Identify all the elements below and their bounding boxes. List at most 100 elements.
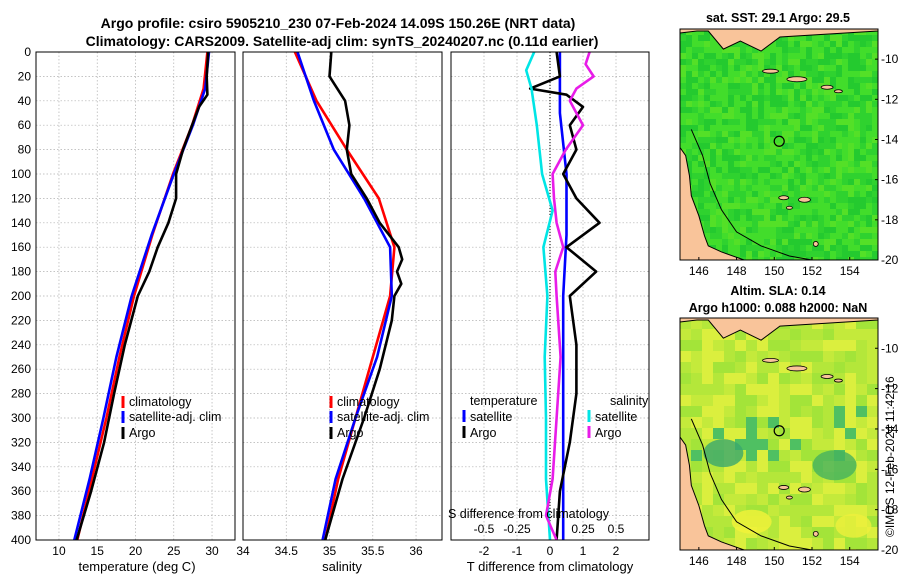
field-cell — [800, 41, 806, 47]
field-cell — [698, 209, 704, 215]
field-cell — [764, 251, 770, 257]
field-cell — [801, 351, 812, 362]
field-cell — [800, 101, 806, 107]
field-cell — [818, 227, 824, 233]
field-cell — [722, 77, 728, 83]
field-cell — [790, 549, 801, 550]
field-cell — [704, 179, 710, 185]
field-cell — [830, 179, 836, 185]
field-cell — [782, 257, 788, 260]
field-cell — [722, 89, 728, 95]
field-cell — [790, 461, 801, 472]
field-cell — [716, 107, 722, 113]
field-cell — [836, 191, 842, 197]
field-cell — [842, 197, 848, 203]
field-cell — [824, 173, 830, 179]
field-cell — [800, 143, 806, 149]
field-cell — [776, 125, 782, 131]
field-cell — [698, 155, 704, 161]
field-cell — [764, 161, 770, 167]
field-cell — [788, 191, 794, 197]
field-cell — [830, 167, 836, 173]
field-cell — [794, 119, 800, 125]
field-cell — [866, 203, 872, 209]
y-tick-label: 220 — [11, 313, 31, 327]
field-cell — [818, 179, 824, 185]
field-cell — [692, 137, 698, 143]
field-cell — [782, 233, 788, 239]
field-cell — [845, 395, 856, 406]
field-cell — [867, 318, 878, 329]
y-tick-label: 360 — [11, 484, 31, 498]
field-cell — [710, 53, 716, 59]
field-cell — [758, 113, 764, 119]
field-cell — [812, 131, 818, 137]
field-cell — [752, 245, 758, 251]
field-cell — [752, 89, 758, 95]
field-cell — [728, 113, 734, 119]
field-cell — [728, 233, 734, 239]
field-cell — [713, 516, 724, 527]
field-cell — [836, 47, 842, 53]
field-cell — [734, 107, 740, 113]
field-cell — [867, 439, 878, 450]
map-y-tick-label: -10 — [881, 341, 899, 355]
field-cell — [860, 191, 866, 197]
field-cell — [716, 221, 722, 227]
field-cell — [842, 131, 848, 137]
field-cell — [818, 215, 824, 221]
field-cell — [734, 77, 740, 83]
field-cell — [854, 221, 860, 227]
field-cell — [854, 47, 860, 53]
field-cell — [782, 173, 788, 179]
field-cell — [842, 203, 848, 209]
field-cell — [691, 329, 702, 340]
field-cell — [800, 149, 806, 155]
field-cell — [788, 197, 794, 203]
field-cell — [842, 101, 848, 107]
field-cell — [824, 125, 830, 131]
field-cell — [752, 221, 758, 227]
field-cell — [757, 417, 768, 428]
field-cell — [746, 538, 757, 549]
field-cell — [746, 384, 757, 395]
field-cell — [716, 125, 722, 131]
field-cell — [704, 161, 710, 167]
field-cell — [866, 209, 872, 215]
field-cell — [710, 95, 716, 101]
field-cell — [866, 149, 872, 155]
field-cell — [872, 47, 878, 53]
field-cell — [867, 527, 878, 538]
field-cell — [734, 41, 740, 47]
field-cell — [872, 251, 878, 257]
field-cell — [872, 89, 878, 95]
field-cell — [856, 417, 867, 428]
field-cell — [823, 340, 834, 351]
field-cell — [818, 257, 824, 260]
field-cell — [716, 227, 722, 233]
field-cell — [830, 47, 836, 53]
field-cell — [758, 131, 764, 137]
field-cell — [788, 251, 794, 257]
field-cell — [776, 203, 782, 209]
field-cell — [842, 53, 848, 59]
map-x-tick-label: 148 — [727, 264, 747, 278]
field-cell — [728, 239, 734, 245]
field-cell — [702, 439, 713, 450]
x-tick-label: 10 — [52, 544, 66, 558]
field-cell — [782, 47, 788, 53]
field-cell — [716, 137, 722, 143]
field-cell — [757, 505, 768, 516]
field-cell — [830, 113, 836, 119]
field-cell — [735, 373, 746, 384]
field-cell — [806, 89, 812, 95]
field-cell — [854, 131, 860, 137]
field-cell — [806, 113, 812, 119]
field-cell — [710, 155, 716, 161]
field-cell — [758, 221, 764, 227]
field-cell — [794, 89, 800, 95]
field-cell — [746, 125, 752, 131]
field-cell — [800, 221, 806, 227]
field-cell — [716, 191, 722, 197]
field-cell — [746, 221, 752, 227]
